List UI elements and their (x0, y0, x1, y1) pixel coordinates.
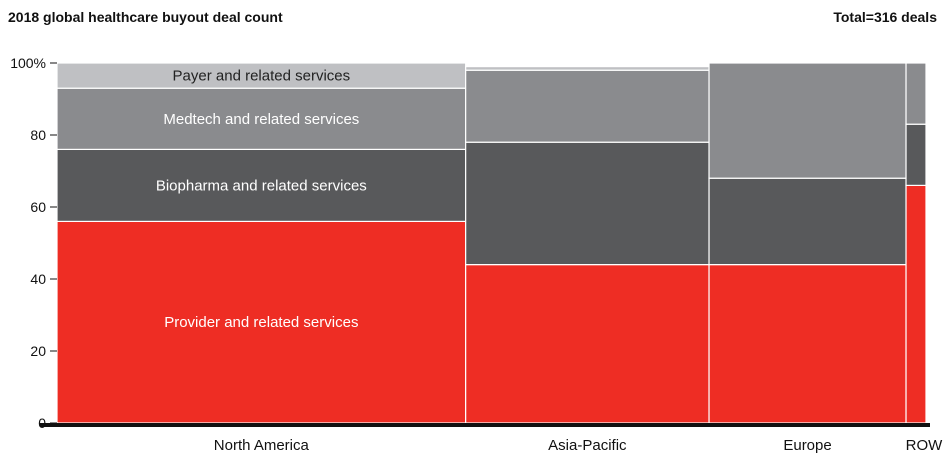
x-category-label: Asia-Pacific (548, 437, 627, 454)
segment-label: Provider and related services (164, 314, 358, 331)
x-category-label: North America (214, 437, 310, 454)
chart-title: 2018 global healthcare buyout deal count (8, 9, 283, 25)
segment-label: Medtech and related services (163, 111, 359, 128)
segment-label: Payer and related services (173, 68, 351, 85)
x-category-label: ROW (906, 437, 944, 454)
segment-asia-pacific-0 (465, 264, 710, 424)
segment-label: Biopharma and related services (156, 177, 367, 194)
segment-europe-2 (708, 62, 907, 179)
y-tick-label: 20 (30, 343, 46, 359)
segment-europe-0 (708, 264, 907, 424)
y-tick-label: 60 (30, 199, 46, 215)
segment-row-2 (905, 62, 927, 125)
segment-europe-1 (708, 177, 907, 266)
total-deals-label: Total=316 deals (833, 9, 937, 25)
x-category-label: Europe (783, 437, 831, 454)
segment-row-1 (905, 123, 927, 186)
segment-north-america-3 (56, 62, 467, 89)
segment-asia-pacific-2 (465, 69, 710, 143)
y-tick-label: 40 (30, 271, 46, 287)
y-tick-label: 0 (38, 415, 46, 431)
segment-asia-pacific-1 (465, 141, 710, 266)
segment-north-america-0 (56, 220, 467, 424)
segment-north-america-2 (56, 87, 467, 150)
segment-row-0 (905, 184, 927, 424)
segment-asia-pacific-3 (465, 65, 710, 71)
y-tick-label: 100% (10, 55, 46, 71)
y-tick-label: 80 (30, 127, 46, 143)
